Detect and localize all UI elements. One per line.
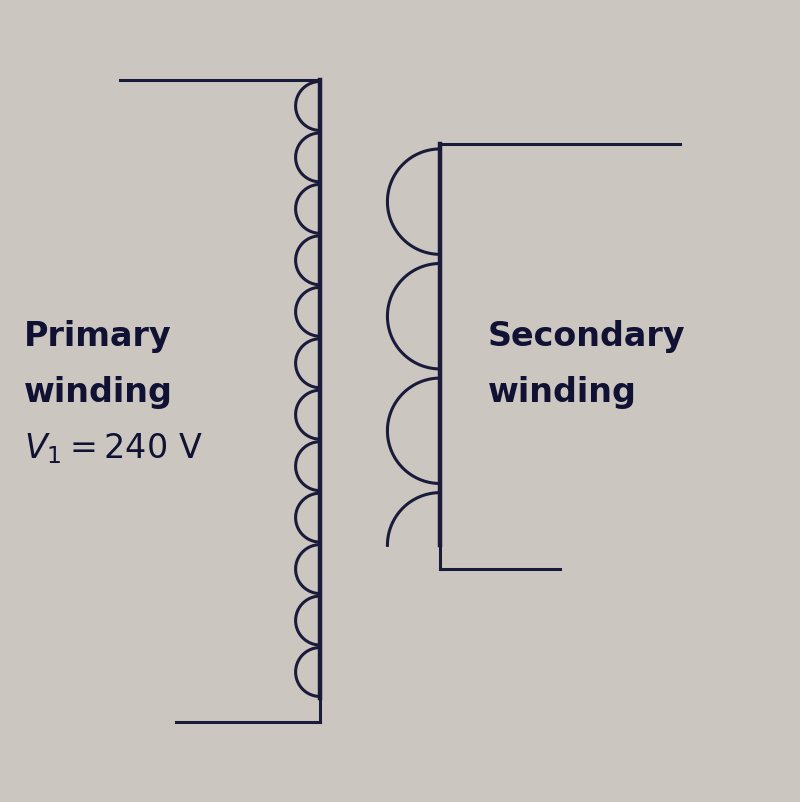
Text: Primary: Primary bbox=[24, 320, 172, 354]
Text: winding: winding bbox=[488, 376, 637, 410]
Text: $V_1 = 240\ \mathrm{V}$: $V_1 = 240\ \mathrm{V}$ bbox=[24, 431, 202, 467]
Text: Secondary: Secondary bbox=[488, 320, 686, 354]
Text: winding: winding bbox=[24, 376, 173, 410]
